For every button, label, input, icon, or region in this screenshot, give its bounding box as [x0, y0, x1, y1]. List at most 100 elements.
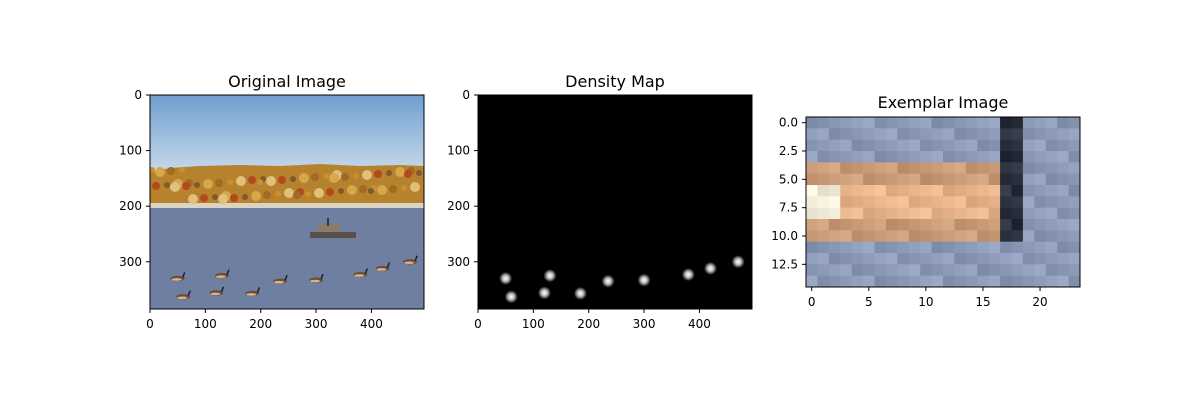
exemplar-pixel [1022, 196, 1035, 209]
exemplar-pixel [954, 241, 967, 254]
exemplar-pixel [1000, 162, 1012, 175]
exemplar-pixel [1000, 241, 1012, 254]
foliage-dot [203, 179, 213, 189]
foliage-dot [263, 191, 271, 199]
original-image-y-tick-label: 0 [134, 88, 142, 102]
exemplar-pixel [828, 275, 841, 287]
exemplar-pixel [943, 139, 955, 152]
exemplar-image-y-tick-label: 7.5 [779, 201, 798, 215]
exemplar-pixel [851, 151, 864, 163]
density-map-y-tick-label: 0 [462, 88, 470, 102]
foliage-dot [314, 188, 324, 198]
foliage-dot [377, 185, 387, 195]
foliage-dot [341, 173, 349, 181]
exemplar-pixel [817, 128, 830, 141]
panel-exemplar-image: Exemplar Image 0 5 10 15 20 0.0 2.5 5.0 7.5 10.0… [771, 93, 1081, 309]
exemplar-pixel [1022, 162, 1035, 175]
exemplar-pixel [1034, 173, 1047, 186]
foliage-dot [293, 191, 301, 199]
exemplar-pixel [1045, 185, 1058, 197]
exemplar-pixel [908, 162, 921, 175]
exemplar-pixel [806, 264, 818, 277]
exemplar-pixel [874, 219, 887, 231]
exemplar-pixel [840, 128, 853, 141]
exemplar-pixel [943, 162, 955, 175]
exemplar-pixel [920, 196, 933, 209]
density-map-title: Density Map [565, 72, 665, 91]
exemplar-pixel [1022, 139, 1035, 152]
exemplar-pixel [1022, 230, 1035, 243]
exemplar-pixel [828, 139, 841, 152]
exemplar-pixel [908, 219, 921, 231]
exemplar-pixel [1034, 139, 1047, 152]
foliage-dot [236, 176, 246, 186]
exemplar-pixel [1045, 196, 1058, 209]
exemplar-pixel [920, 264, 933, 277]
exemplar-pixel [965, 117, 978, 129]
density-map-y-tick-label: 300 [447, 255, 470, 269]
foliage-dot [311, 173, 319, 181]
density-point [681, 268, 695, 282]
exemplar-pixel [874, 196, 887, 209]
exemplar-pixel [977, 185, 990, 197]
exemplar-pixel [828, 230, 841, 243]
foliage-dot [359, 185, 367, 193]
exemplar-pixel [828, 173, 841, 186]
exemplar-pixel [1000, 139, 1012, 152]
exemplar-pixel [988, 196, 1001, 209]
exemplar-pixel [863, 241, 875, 254]
exemplar-pixel [828, 264, 841, 277]
sky [150, 95, 424, 170]
exemplar-pixel [817, 275, 830, 287]
exemplar-pixel [817, 207, 830, 220]
exemplar-pixel [851, 207, 864, 220]
exemplar-pixel [1011, 117, 1024, 129]
exemplar-image-x-tick-label: 10 [918, 295, 933, 309]
exemplar-pixel [828, 151, 841, 163]
exemplar-pixel [885, 162, 898, 175]
exemplar-pixel [1011, 162, 1024, 175]
density-map-y-axis: 0 100 200 300 [447, 88, 478, 269]
exemplar-pixel [954, 128, 967, 141]
foliage-dot [218, 194, 228, 204]
density-map-x-axis: 0 100 200 300 400 [474, 309, 711, 331]
exemplar-pixel [1000, 230, 1012, 243]
goose [176, 290, 191, 300]
original-image-x-axis: 0 100 200 300 400 [146, 309, 383, 331]
exemplar-pixel [1068, 151, 1080, 163]
exemplar-pixel [817, 162, 830, 175]
exemplar-pixel [817, 230, 830, 243]
exemplar-pixel [1057, 230, 1070, 243]
goose [245, 287, 261, 297]
exemplar-pixel [840, 139, 853, 152]
exemplar-pixel [988, 173, 1001, 186]
exemplar-pixel [943, 275, 955, 287]
exemplar-pixel [897, 117, 910, 129]
foliage-dot [257, 179, 263, 185]
density-point [543, 269, 557, 283]
exemplar-pixel [977, 117, 990, 129]
exemplar-pixel [1034, 253, 1047, 265]
exemplar-pixel [977, 264, 990, 277]
exemplar-pixel [965, 264, 978, 277]
exemplar-pixel [1000, 185, 1012, 197]
exemplar-pixel [817, 173, 830, 186]
exemplar-pixel [806, 139, 818, 152]
foliage-dot [200, 194, 208, 202]
exemplar-pixel [863, 275, 875, 287]
foliage-dot [170, 182, 180, 192]
water [150, 208, 424, 309]
original-image-x-tick-label: 300 [305, 317, 328, 331]
goose [403, 255, 418, 265]
exemplar-pixel [828, 219, 841, 231]
foliage-dot [386, 170, 392, 176]
exemplar-pixel [840, 264, 853, 277]
exemplar-pixel [1045, 253, 1058, 265]
exemplar-pixel [828, 128, 841, 141]
exemplar-pixel [954, 196, 967, 209]
exemplar-pixel [840, 151, 853, 163]
density-map-x-tick-label: 400 [688, 317, 711, 331]
exemplar-pixel [1011, 139, 1024, 152]
exemplar-pixel [806, 241, 818, 254]
exemplar-pixel [1011, 173, 1024, 186]
